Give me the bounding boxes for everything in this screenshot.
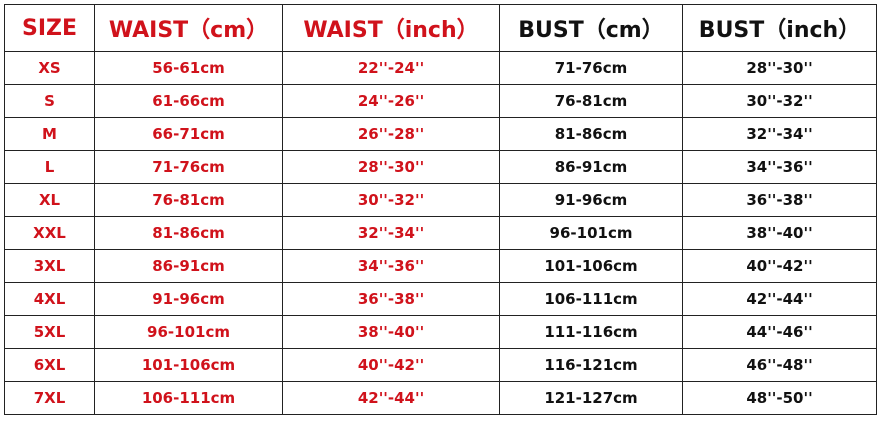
table-cell: 66-71cm: [94, 117, 283, 151]
table-row: 7XL 106-111cm 42''-44'' 121-127cm 48''-50'': [4, 381, 877, 415]
table-cell: XL: [4, 183, 95, 217]
table-cell: 36''-38'': [282, 282, 500, 316]
table-row: XL 76-81cm 30''-32'' 91-96cm 36''-38'': [4, 183, 877, 217]
table-cell: 61-66cm: [94, 84, 283, 118]
table-row: XXL 81-86cm 32''-34'' 96-101cm 38''-40'': [4, 216, 877, 250]
table-cell: 101-106cm: [499, 249, 683, 283]
table-cell: 76-81cm: [94, 183, 283, 217]
table-cell: 40''-42'': [282, 348, 500, 382]
table-row: M 66-71cm 26''-28'' 81-86cm 32''-34'': [4, 117, 877, 151]
size-table: SIZE WAIST（cm） WAIST（inch） BUST（cm） BUST（inc…: [4, 4, 877, 415]
table-cell: 56-61cm: [94, 51, 283, 85]
table-cell: 6XL: [4, 348, 95, 382]
table-cell: 86-91cm: [499, 150, 683, 184]
table-cell: 106-111cm: [94, 381, 283, 415]
table-row: S 61-66cm 24''-26'' 76-81cm 30''-32'': [4, 84, 877, 118]
table-cell: 4XL: [4, 282, 95, 316]
table-cell: 32''-34'': [682, 117, 877, 151]
table-cell: S: [4, 84, 95, 118]
table-cell: 71-76cm: [94, 150, 283, 184]
table-cell: 30''-32'': [282, 183, 500, 217]
table-cell: 111-116cm: [499, 315, 683, 349]
header-cell: BUST（cm）: [499, 4, 683, 52]
table-cell: L: [4, 150, 95, 184]
table-cell: 91-96cm: [94, 282, 283, 316]
header-cell: WAIST（inch）: [282, 4, 500, 52]
table-cell: 24''-26'': [282, 84, 500, 118]
table-row: L 71-76cm 28''-30'' 86-91cm 34''-36'': [4, 150, 877, 184]
header-cell: SIZE: [4, 4, 95, 52]
table-cell: 101-106cm: [94, 348, 283, 382]
table-row: 5XL 96-101cm 38''-40'' 111-116cm 44''-46'': [4, 315, 877, 349]
table-cell: XS: [4, 51, 95, 85]
table-cell: 34''-36'': [682, 150, 877, 184]
table-cell: 7XL: [4, 381, 95, 415]
table-cell: 30''-32'': [682, 84, 877, 118]
table-row: 6XL 101-106cm 40''-42'' 116-121cm 46''-48'': [4, 348, 877, 382]
table-row: 4XL 91-96cm 36''-38'' 106-111cm 42''-44'': [4, 282, 877, 316]
table-cell: 42''-44'': [682, 282, 877, 316]
table-cell: 22''-24'': [282, 51, 500, 85]
table-cell: 36''-38'': [682, 183, 877, 217]
table-cell: 121-127cm: [499, 381, 683, 415]
table-cell: 76-81cm: [499, 84, 683, 118]
table-cell: 38''-40'': [282, 315, 500, 349]
header-cell: BUST（inch）: [682, 4, 877, 52]
table-cell: 28''-30'': [682, 51, 877, 85]
table-cell: 42''-44'': [282, 381, 500, 415]
table-cell: 34''-36'': [282, 249, 500, 283]
table-cell: 81-86cm: [94, 216, 283, 250]
table-cell: 96-101cm: [94, 315, 283, 349]
table-row: 3XL 86-91cm 34''-36'' 101-106cm 40''-42'': [4, 249, 877, 283]
table-cell: 81-86cm: [499, 117, 683, 151]
table-cell: 106-111cm: [499, 282, 683, 316]
table-cell: 91-96cm: [499, 183, 683, 217]
table-cell: 71-76cm: [499, 51, 683, 85]
table-cell: 40''-42'': [682, 249, 877, 283]
table-cell: 26''-28'': [282, 117, 500, 151]
table-cell: 38''-40'': [682, 216, 877, 250]
header-cell: WAIST（cm）: [94, 4, 283, 52]
table-cell: M: [4, 117, 95, 151]
table-cell: 44''-46'': [682, 315, 877, 349]
table-cell: 96-101cm: [499, 216, 683, 250]
table-cell: 28''-30'': [282, 150, 500, 184]
table-cell: 3XL: [4, 249, 95, 283]
table-row: XS 56-61cm 22''-24'' 71-76cm 28''-30'': [4, 51, 877, 85]
table-cell: XXL: [4, 216, 95, 250]
table-cell: 46''-48'': [682, 348, 877, 382]
table-cell: 5XL: [4, 315, 95, 349]
header-row: SIZE WAIST（cm） WAIST（inch） BUST（cm） BUST（inc…: [4, 4, 877, 52]
table-cell: 116-121cm: [499, 348, 683, 382]
table-cell: 48''-50'': [682, 381, 877, 415]
table-cell: 86-91cm: [94, 249, 283, 283]
table-cell: 32''-34'': [282, 216, 500, 250]
